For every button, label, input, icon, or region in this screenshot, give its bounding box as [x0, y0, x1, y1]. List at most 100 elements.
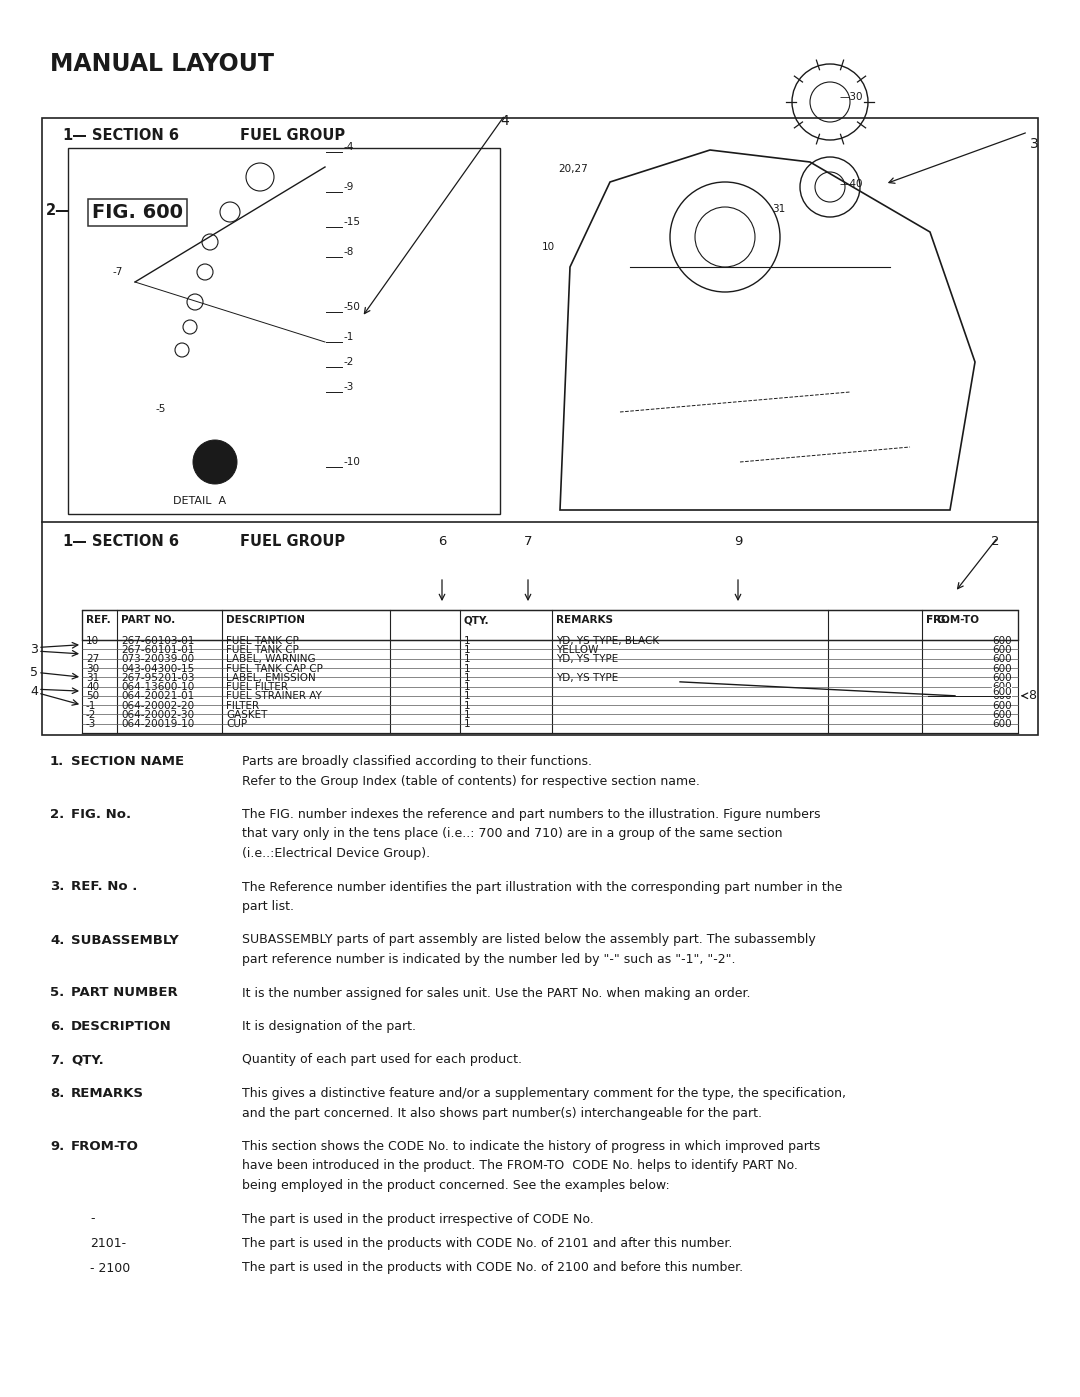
Text: -9: -9 [345, 182, 354, 191]
Text: 073-20039-00: 073-20039-00 [121, 654, 194, 664]
Text: 600: 600 [993, 682, 1012, 692]
Text: 2101-: 2101- [90, 1236, 126, 1250]
Text: and the part concerned. It also shows part number(s) interchangeable for the par: and the part concerned. It also shows pa… [242, 1106, 762, 1119]
Text: 1: 1 [464, 719, 471, 729]
Text: 1: 1 [464, 673, 471, 683]
Text: 1: 1 [464, 645, 471, 655]
Text: The Reference number identifies the part illustration with the corresponding par: The Reference number identifies the part… [242, 880, 842, 894]
Text: 600: 600 [993, 636, 1012, 645]
Text: 600: 600 [993, 664, 1012, 673]
Text: 2.: 2. [50, 807, 64, 821]
Text: 7.: 7. [50, 1053, 64, 1066]
Text: REF. No .: REF. No . [71, 880, 137, 894]
Text: -15: -15 [345, 217, 361, 226]
Text: YD, YS TYPE, BLACK: YD, YS TYPE, BLACK [556, 636, 659, 645]
Text: CUP: CUP [226, 719, 247, 729]
Text: MANUAL LAYOUT: MANUAL LAYOUT [50, 52, 274, 75]
Text: 2—: 2— [46, 203, 70, 218]
Text: REMARKS: REMARKS [556, 615, 613, 624]
Text: SECTION 6: SECTION 6 [92, 534, 179, 549]
Text: -: - [90, 1213, 95, 1225]
Text: 4: 4 [500, 115, 509, 129]
Text: 600: 600 [993, 687, 1012, 697]
Text: —30: —30 [840, 92, 864, 102]
Text: REMARKS: REMARKS [71, 1087, 144, 1099]
Text: 5: 5 [30, 666, 38, 679]
Text: 8: 8 [1028, 689, 1036, 703]
Text: 1.: 1. [50, 754, 64, 768]
Text: -1: -1 [345, 332, 354, 342]
Text: part list.: part list. [242, 900, 294, 914]
Text: (i.e..:Electrical Device Group).: (i.e..:Electrical Device Group). [242, 847, 430, 861]
Text: 064-13600-10: 064-13600-10 [121, 682, 194, 692]
Text: 1: 1 [464, 664, 471, 673]
Text: 600: 600 [993, 701, 1012, 711]
Text: FUEL GROUP: FUEL GROUP [240, 129, 346, 142]
Text: This gives a distinctive feature and/or a supplementary comment for the type, th: This gives a distinctive feature and/or … [242, 1087, 846, 1099]
Text: YD, YS TYPE: YD, YS TYPE [556, 673, 618, 683]
Text: 30: 30 [86, 664, 99, 673]
Text: FIG. No.: FIG. No. [71, 807, 131, 821]
Text: PART NO.: PART NO. [121, 615, 175, 624]
Text: LABEL, EMISSION: LABEL, EMISSION [226, 673, 315, 683]
Text: 1: 1 [464, 682, 471, 692]
Text: 7: 7 [524, 535, 532, 548]
Text: DESCRIPTION: DESCRIPTION [226, 615, 305, 624]
Text: 27: 27 [86, 654, 99, 664]
Text: FUEL GROUP: FUEL GROUP [240, 534, 346, 549]
Text: -4: -4 [345, 142, 354, 152]
Text: 9.: 9. [50, 1140, 64, 1153]
Text: 043-04300-15: 043-04300-15 [121, 664, 194, 673]
Text: It is designation of the part.: It is designation of the part. [242, 1020, 416, 1032]
Text: -7: -7 [112, 267, 122, 277]
Text: -8: -8 [345, 247, 354, 257]
Text: SUBASSEMBLY parts of part assembly are listed below the assembly part. The subas: SUBASSEMBLY parts of part assembly are l… [242, 933, 815, 947]
Text: 50: 50 [86, 692, 99, 701]
Text: Refer to the Group Index (table of contents) for respective section name.: Refer to the Group Index (table of conte… [242, 774, 700, 788]
Text: QTY.: QTY. [464, 615, 489, 624]
Text: FUEL FILTER: FUEL FILTER [226, 682, 288, 692]
Text: 10: 10 [86, 636, 99, 645]
Text: 4: 4 [30, 685, 38, 697]
Bar [82, 610, 1018, 640]
Text: -1: -1 [86, 701, 96, 711]
Text: SECTION NAME: SECTION NAME [71, 754, 184, 768]
Text: QTY.: QTY. [71, 1053, 104, 1066]
Text: have been introduced in the product. The FROM-TO  CODE No. helps to identify PAR: have been introduced in the product. The… [242, 1160, 798, 1172]
Text: DESCRIPTION: DESCRIPTION [71, 1020, 172, 1032]
Text: DETAIL  A: DETAIL A [174, 496, 227, 506]
Text: 4.: 4. [50, 933, 65, 947]
Text: The part is used in the product irrespective of CODE No.: The part is used in the product irrespec… [242, 1213, 594, 1225]
Text: SUBASSEMBLY: SUBASSEMBLY [71, 933, 179, 947]
Text: 2: 2 [990, 535, 999, 548]
Text: -50: -50 [345, 302, 361, 312]
Text: being employed in the product concerned. See the examples below:: being employed in the product concerned.… [242, 1179, 670, 1192]
Text: 600: 600 [993, 645, 1012, 655]
Text: - 2100: - 2100 [90, 1261, 131, 1274]
Text: SECTION 6: SECTION 6 [92, 129, 179, 142]
Text: 31: 31 [86, 673, 99, 683]
Text: 6.: 6. [50, 1020, 65, 1032]
Text: -5: -5 [156, 404, 165, 414]
Text: FIG.: FIG. [926, 615, 949, 624]
Text: 600: 600 [993, 710, 1012, 719]
Text: FUEL TANK CAP CP: FUEL TANK CAP CP [226, 664, 323, 673]
Text: Parts are broadly classified according to their functions.: Parts are broadly classified according t… [242, 754, 592, 768]
Text: 064-20002-20: 064-20002-20 [121, 701, 194, 711]
Text: YD, YS TYPE: YD, YS TYPE [556, 654, 618, 664]
Text: 6: 6 [437, 535, 446, 548]
Text: This section shows the CODE No. to indicate the history of progress in which imp: This section shows the CODE No. to indic… [242, 1140, 820, 1153]
Text: 600: 600 [993, 673, 1012, 683]
Text: 8.: 8. [50, 1087, 65, 1099]
Text: —40: —40 [840, 179, 864, 189]
Bar [42, 117, 1038, 735]
Text: 600: 600 [993, 654, 1012, 664]
Text: 600: 600 [993, 692, 1012, 701]
Text: 3.: 3. [50, 880, 65, 894]
Text: -3: -3 [86, 719, 96, 729]
Text: FROM-TO: FROM-TO [926, 615, 978, 624]
Text: 3: 3 [1030, 137, 1039, 151]
Text: 1: 1 [464, 636, 471, 645]
Text: PART NUMBER: PART NUMBER [71, 986, 178, 999]
Text: 10: 10 [542, 242, 555, 251]
